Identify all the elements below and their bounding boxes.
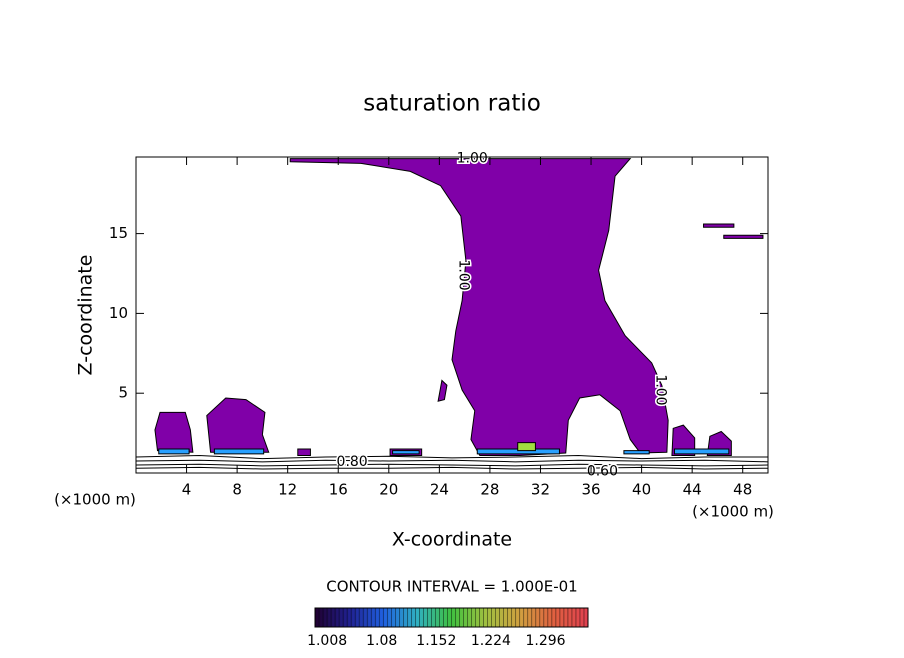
x-tick-label: 44	[683, 481, 702, 499]
y-axis-label: Z-coordinate	[75, 255, 97, 376]
y-tick-label: 15	[109, 224, 128, 242]
contour-label: 0.60	[587, 463, 618, 479]
chart-title: saturation ratio	[363, 91, 541, 117]
contour-label: 1.00	[457, 151, 488, 167]
contour-line	[136, 454, 768, 460]
region	[517, 442, 536, 452]
x-tick-label: 36	[581, 481, 600, 499]
region	[392, 450, 420, 455]
contour-label: 1.00	[653, 374, 669, 405]
region	[671, 424, 696, 456]
region	[437, 379, 448, 402]
x-unit: (×1000 m)	[54, 491, 136, 509]
contour-line	[136, 466, 768, 470]
region	[723, 234, 764, 239]
x-tick-label: 12	[278, 481, 297, 499]
x-tick-label: 24	[430, 481, 449, 499]
x-tick-label: 32	[531, 481, 550, 499]
plot-frame	[135, 156, 769, 474]
region	[154, 411, 194, 453]
contour-label: 1.00	[455, 260, 471, 291]
x-tick-label: 48	[733, 481, 752, 499]
region	[289, 158, 669, 456]
region	[673, 448, 730, 455]
x-tick-label: 20	[379, 481, 398, 499]
region	[206, 397, 270, 453]
contour-line	[136, 463, 768, 467]
region	[158, 448, 190, 455]
plot	[136, 158, 768, 470]
region	[213, 448, 265, 455]
x-axis-label: X-coordinate	[392, 529, 512, 551]
colorbar-tick-label: 1.296	[525, 633, 565, 649]
colorbar-tick-label: 1.152	[416, 633, 456, 649]
region	[623, 450, 650, 455]
colorbar-tick-label: 1.008	[307, 633, 347, 649]
region	[703, 223, 735, 228]
x-tick-label: 4	[182, 481, 192, 499]
x-tick-label: 28	[480, 481, 499, 499]
colorbar-tick-label: 1.08	[366, 633, 397, 649]
colorbar-tick-label: 1.224	[471, 633, 511, 649]
contour-line	[136, 459, 768, 463]
x-unit: (×1000 m)	[692, 503, 774, 521]
x-tick-label: 40	[632, 481, 651, 499]
region	[297, 448, 311, 456]
contour-label: 0.80	[337, 454, 368, 470]
x-tick-label: 16	[329, 481, 348, 499]
x-tick-label: 8	[232, 481, 242, 499]
y-tick-label: 10	[109, 304, 128, 322]
contour-interval: CONTOUR INTERVAL = 1.000E-01	[326, 578, 577, 596]
y-tick-label: 5	[118, 384, 128, 402]
